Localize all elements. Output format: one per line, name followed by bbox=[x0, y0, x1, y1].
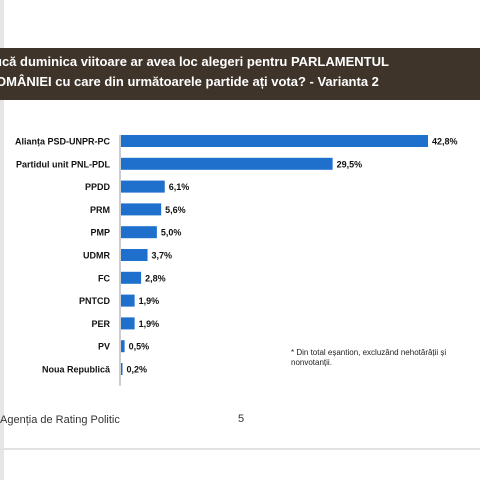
category-label: PRM bbox=[90, 205, 110, 215]
footnote: * Din total eșantion, excluzând nehotărâ… bbox=[291, 348, 447, 367]
bar bbox=[121, 135, 428, 147]
data-label: 3,7% bbox=[152, 251, 173, 261]
data-label: 1,9% bbox=[139, 319, 160, 329]
chart-title-line-2: OMÂNIEI cu care din următoarele partide … bbox=[0, 74, 379, 89]
data-label: 5,6% bbox=[165, 205, 186, 215]
bar bbox=[121, 340, 125, 353]
data-label: 6,1% bbox=[169, 182, 190, 192]
data-label: 0,5% bbox=[129, 342, 150, 352]
category-label: PER bbox=[91, 319, 110, 329]
category-label: PPDD bbox=[85, 182, 111, 192]
category-label: Alianța PSD-UNPR-PC bbox=[15, 137, 111, 147]
bar bbox=[121, 294, 135, 307]
category-label: UDMR bbox=[83, 251, 110, 261]
bar bbox=[121, 157, 333, 170]
data-label: 1,9% bbox=[139, 296, 160, 306]
page-edge-rule bbox=[0, 0, 4, 480]
data-label: 29,5% bbox=[337, 159, 363, 169]
bar bbox=[121, 317, 135, 330]
category-label: PV bbox=[98, 342, 110, 352]
data-label: 5,0% bbox=[161, 228, 182, 238]
category-label: PNTCD bbox=[79, 296, 110, 306]
title-band: ucă duminica viitoare ar avea loc aleger… bbox=[0, 48, 480, 100]
bar bbox=[121, 249, 148, 261]
bar bbox=[121, 226, 157, 239]
data-label: 42,8% bbox=[432, 137, 458, 147]
category-label: FC bbox=[98, 273, 110, 283]
bar bbox=[121, 180, 165, 193]
footer-organization: Agenția de Rating Politic bbox=[0, 414, 120, 426]
page-number: 5 bbox=[238, 413, 245, 425]
category-label: Partidul unit PNL-PDL bbox=[16, 159, 110, 169]
bottom-rule bbox=[0, 448, 480, 450]
data-label: 0,2% bbox=[127, 365, 148, 375]
bar bbox=[121, 363, 123, 375]
chart-title-line-1: ucă duminica viitoare ar avea loc aleger… bbox=[0, 54, 389, 69]
category-label: PMP bbox=[90, 228, 110, 238]
data-label: 2,8% bbox=[145, 273, 166, 283]
category-label: Noua Republică bbox=[42, 365, 111, 375]
bar bbox=[121, 271, 142, 284]
bar bbox=[121, 203, 162, 216]
